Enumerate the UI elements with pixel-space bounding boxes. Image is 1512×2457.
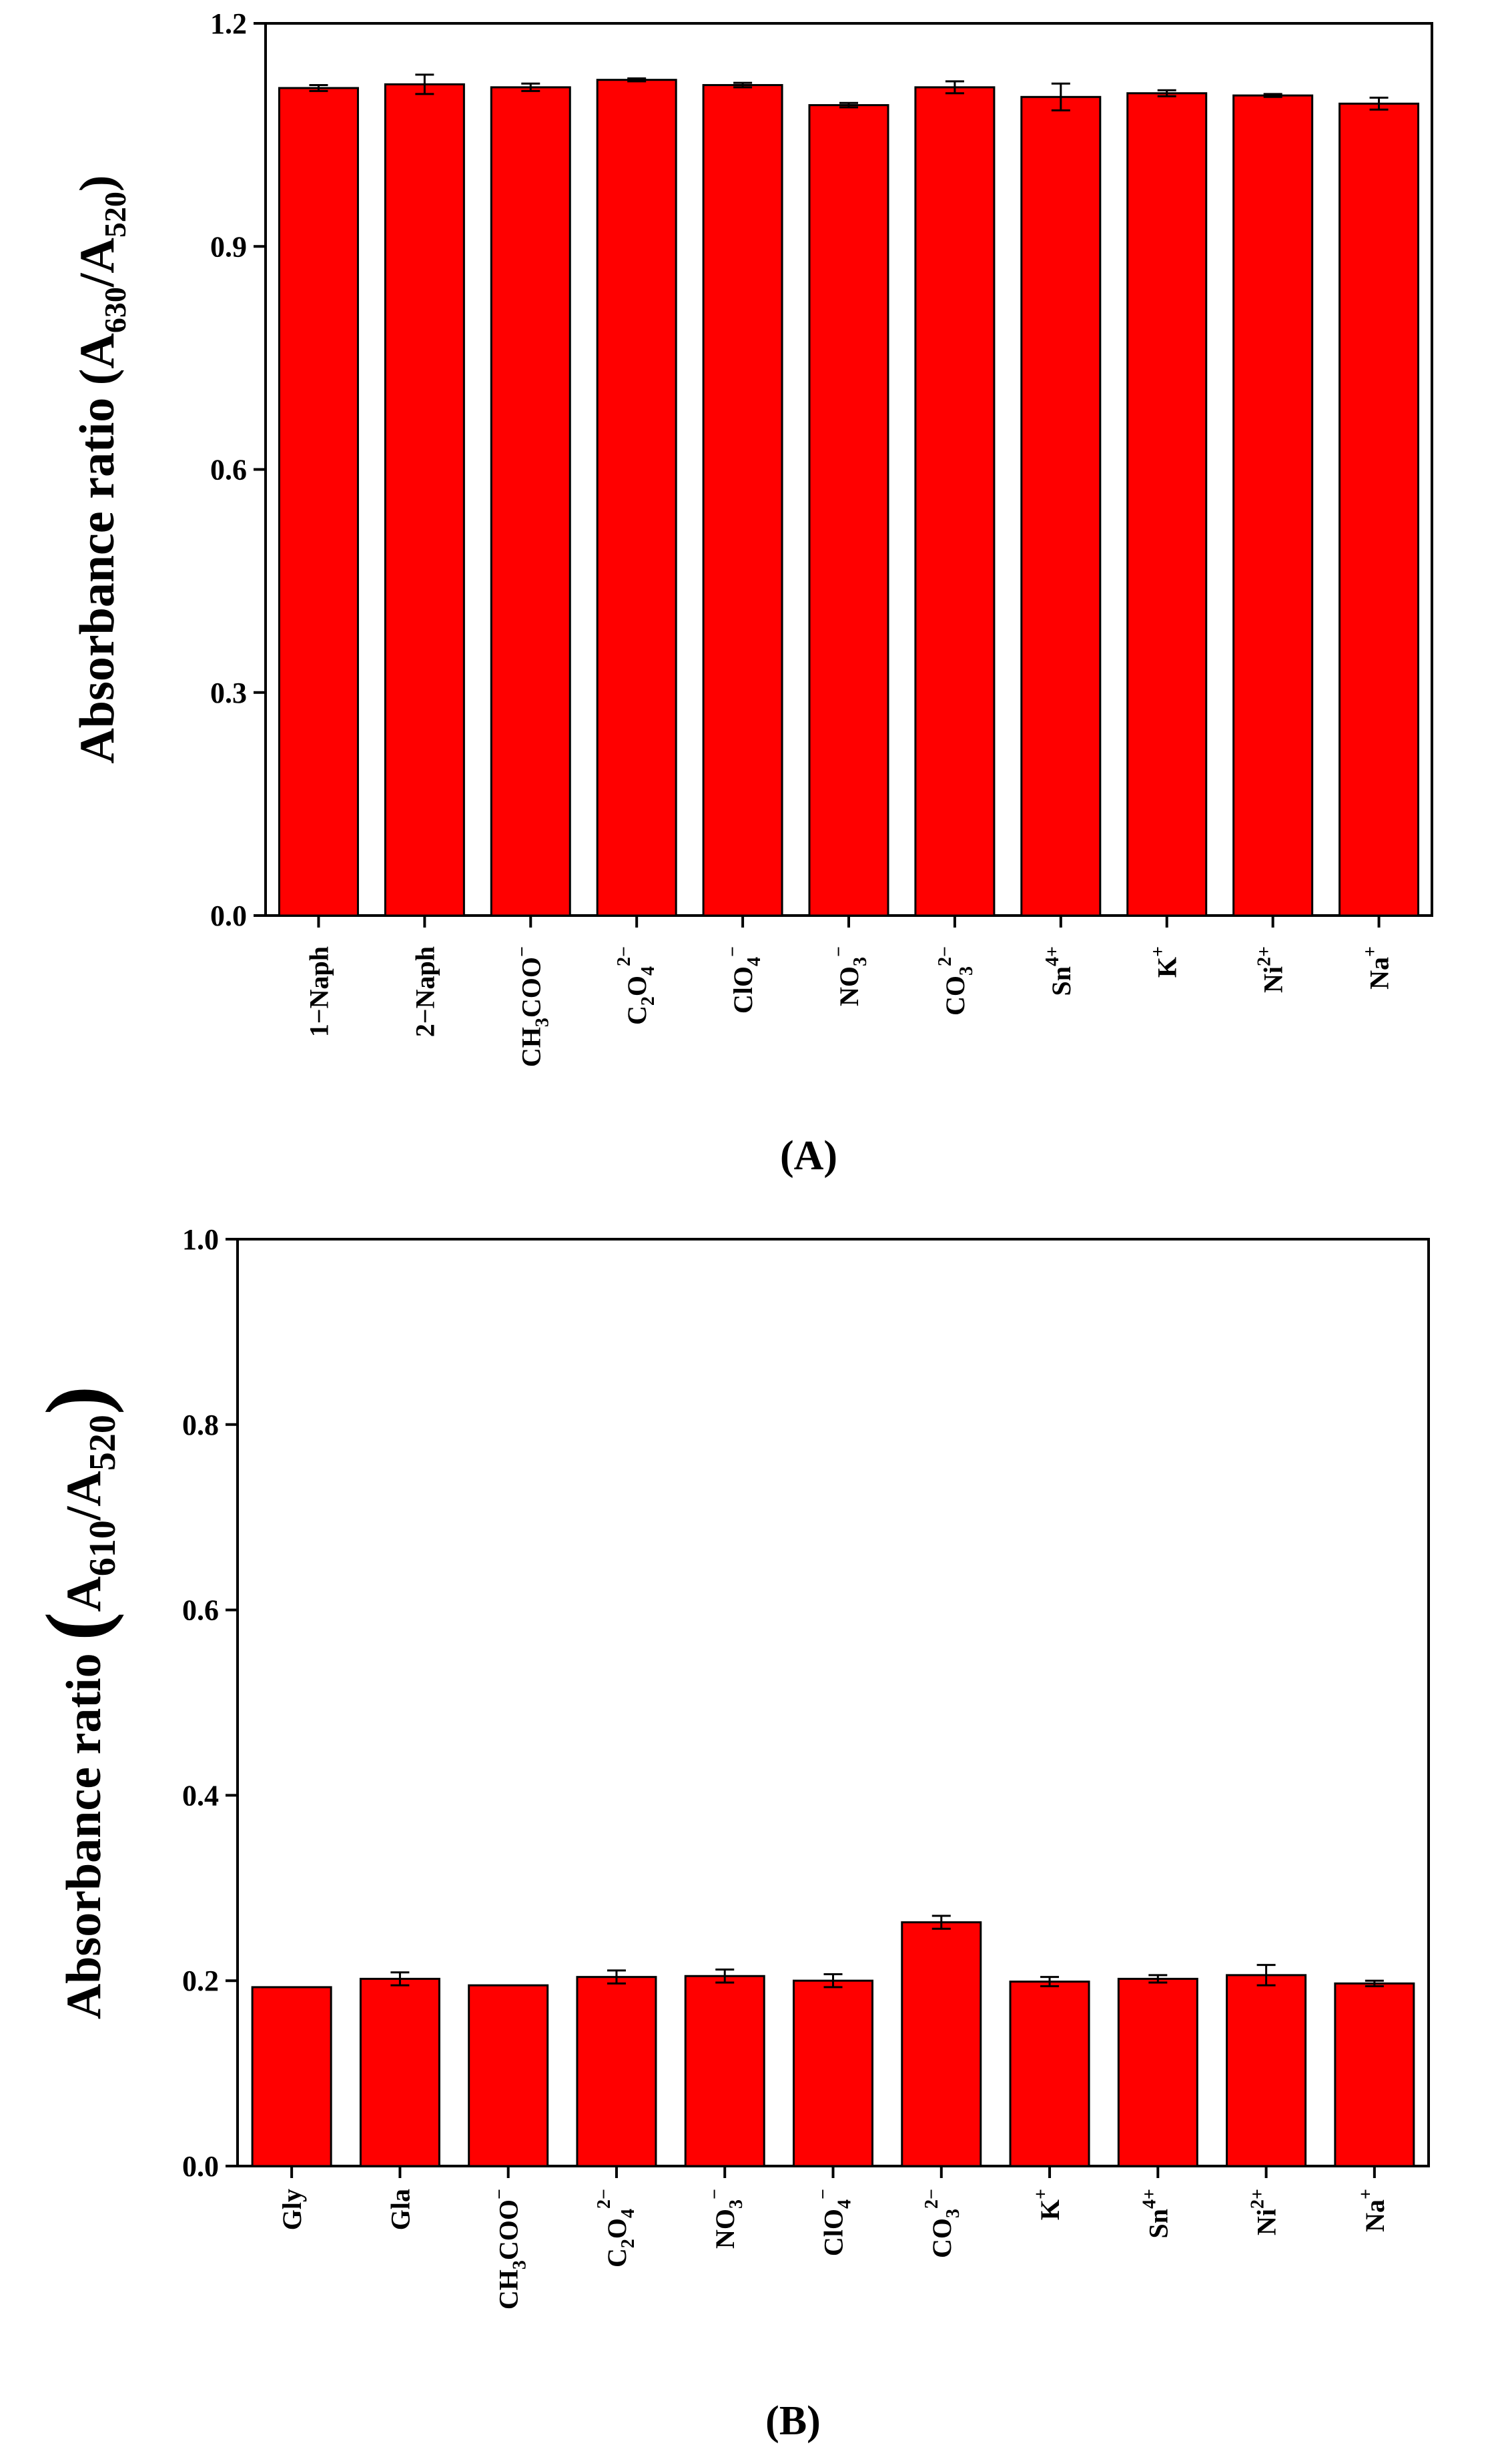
y-tick-label: 0.0 xyxy=(182,2150,219,2183)
error-bar xyxy=(931,1914,951,1930)
bar xyxy=(1117,1977,1198,2167)
panel-a-chart: 0.0 0.3 0.6 0.9 1.2 1−Naph 2−Naph CH3COO− C2O42−… xyxy=(70,7,1433,1178)
error-bar xyxy=(839,101,858,109)
error-bar xyxy=(823,1973,843,1989)
x-category-label: Na+ xyxy=(1356,2189,1390,2232)
error-bar xyxy=(1365,1979,1384,1988)
x-category-label: C2O42− xyxy=(594,2189,639,2267)
error-bar xyxy=(1369,96,1389,111)
y-tick-label: 0.6 xyxy=(210,454,247,486)
bar xyxy=(1339,102,1420,917)
x-category-label: ClO4− xyxy=(723,946,765,1014)
bar xyxy=(808,104,889,917)
error-bar xyxy=(415,73,434,95)
error-bar xyxy=(1256,1964,1276,1987)
y-tick-label: 0.9 xyxy=(210,230,247,263)
bar xyxy=(1232,94,1314,917)
error-bar xyxy=(390,1971,410,1987)
error-bar xyxy=(715,1969,735,1984)
error-bar xyxy=(1263,93,1282,98)
error-bar xyxy=(733,81,753,89)
x-category-label: NO3− xyxy=(705,2189,747,2249)
bar xyxy=(1020,95,1102,917)
x-category-label: 2−Naph xyxy=(410,946,440,1037)
panel-b-chart: 0.0 0.2 0.4 0.6 0.8 1.0 Gly Gla CH3COO− C2O42− NO3… xyxy=(29,1223,1430,2444)
bar xyxy=(596,79,677,917)
bar xyxy=(684,1975,765,2167)
error-bar xyxy=(1148,1974,1168,1984)
x-category-label: Sn4+ xyxy=(1139,2189,1173,2238)
x-category-label: C2O42− xyxy=(614,946,659,1025)
x-category-label: Gla xyxy=(385,2189,415,2230)
x-category-label: Gly xyxy=(277,2189,307,2230)
bar xyxy=(1126,92,1208,917)
y-tick-label: 0.8 xyxy=(182,1409,219,1441)
x-category-label: Ni2+ xyxy=(1248,2189,1282,2235)
x-category-label: Sn4+ xyxy=(1042,946,1076,996)
bar xyxy=(1334,1982,1415,2167)
x-category-label: CH3COO− xyxy=(512,946,552,1067)
y-tick-label: 1.0 xyxy=(182,1223,219,1256)
bar xyxy=(251,1986,332,2167)
error-bar xyxy=(1051,82,1070,111)
x-category-label: K+ xyxy=(1148,946,1182,978)
bar xyxy=(490,86,571,917)
x-category-label: ClO4− xyxy=(813,2189,855,2256)
y-tick-label: 0.6 xyxy=(182,1594,219,1627)
x-category-label: CH3COO− xyxy=(490,2189,530,2310)
bar xyxy=(384,83,465,917)
y-tick-label: 0.4 xyxy=(182,1779,219,1812)
bar xyxy=(702,83,783,917)
y-tick-label: 0.2 xyxy=(182,1965,219,1997)
x-category-label: Ni2+ xyxy=(1254,946,1288,993)
y-tick-label: 0.0 xyxy=(210,900,247,932)
error-bar xyxy=(945,80,964,95)
x-category-label: CO32− xyxy=(921,2189,964,2258)
bar xyxy=(793,1979,873,2167)
bar xyxy=(576,1976,657,2167)
y-tick-label: 0.3 xyxy=(210,677,247,709)
bar xyxy=(901,1921,982,2167)
y-tick-label: 1.2 xyxy=(210,7,247,40)
y-axis-title: Absorbance ratio (A610/A520) xyxy=(29,1386,125,2019)
x-category-label: Na+ xyxy=(1361,946,1395,990)
error-bar xyxy=(607,1969,626,1985)
error-bar xyxy=(309,83,328,92)
bar xyxy=(278,87,359,917)
bar xyxy=(468,1984,549,2167)
panel-label: (B) xyxy=(765,2398,821,2444)
x-category-label: 1−Naph xyxy=(304,946,334,1037)
bar xyxy=(914,86,996,917)
error-bar xyxy=(627,77,647,83)
error-bar xyxy=(521,82,540,92)
bar xyxy=(1226,1974,1307,2167)
error-bar xyxy=(1040,1976,1060,1988)
y-axis-title: Absorbance ratio (A630/A520) xyxy=(70,175,132,763)
bar xyxy=(359,1977,440,2167)
error-bar xyxy=(1157,89,1176,97)
x-category-label: CO32− xyxy=(935,946,977,1016)
panel-label: (A) xyxy=(780,1133,837,1178)
bar xyxy=(1009,1981,1090,2167)
x-category-label: NO3− xyxy=(829,946,871,1006)
x-category-label: K+ xyxy=(1031,2189,1065,2220)
